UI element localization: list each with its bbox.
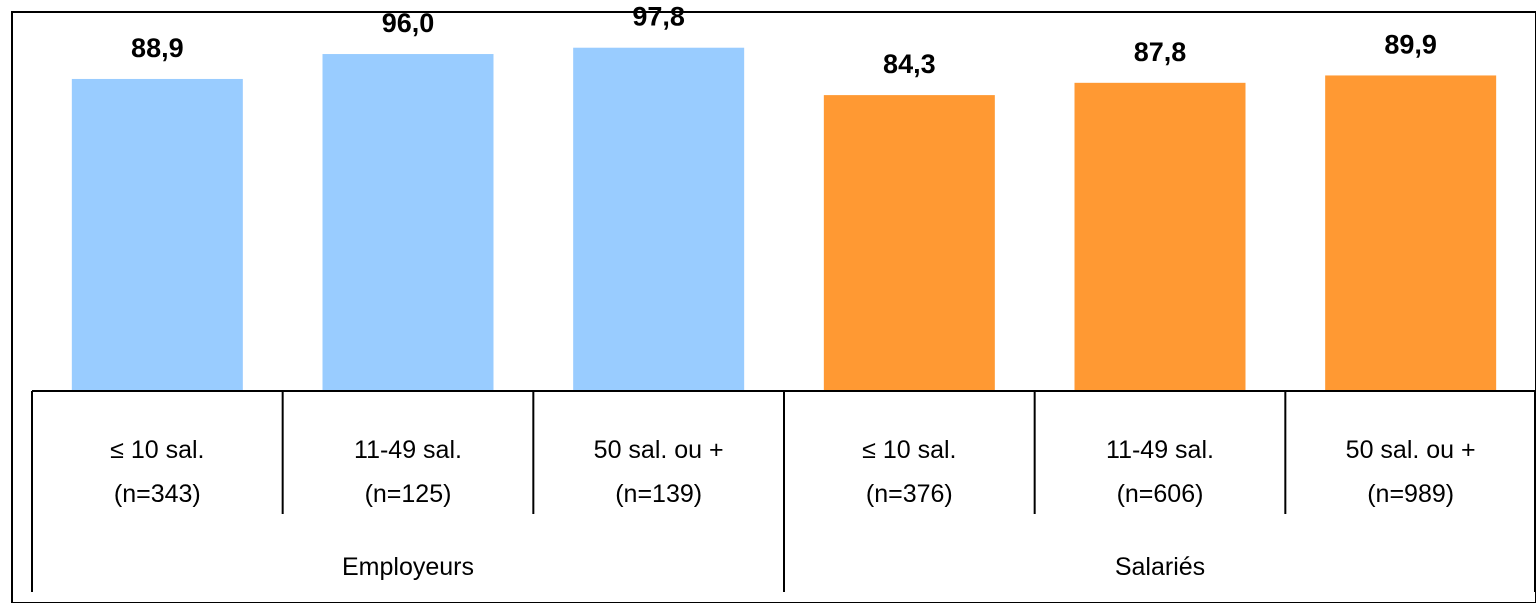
category-label-5: 11-49 sal. xyxy=(1106,436,1214,464)
chart-frame xyxy=(11,11,1536,603)
category-sample-label-3: (n=139) xyxy=(615,480,702,508)
category-sample-label-4: (n=376) xyxy=(866,480,953,508)
value-label-4: 84,3 xyxy=(883,49,936,79)
category-axis: ≤ 10 sal. (n=343) 11-49 sal. (n=125) 50 sal.… xyxy=(31,390,1536,592)
bar-6 xyxy=(1325,75,1497,392)
category-label-2: 11-49 sal. xyxy=(354,436,462,464)
value-label-5: 87,8 xyxy=(1134,37,1187,67)
category-label-4: ≤ 10 sal. xyxy=(862,436,956,464)
value-labels-layer: 88,9 96,0 97,8 84,3 87,8 89,9 xyxy=(131,2,1437,79)
bar-2 xyxy=(322,54,494,391)
bar-4 xyxy=(823,95,995,392)
value-label-3: 97,8 xyxy=(632,2,685,32)
bars-layer xyxy=(71,47,1497,392)
group-label-salaries: Salariés xyxy=(1115,553,1205,581)
value-label-1: 88,9 xyxy=(131,33,184,63)
bar-1 xyxy=(71,78,243,391)
category-sample-label-6: (n=989) xyxy=(1367,480,1454,508)
bar-5 xyxy=(1074,82,1246,392)
category-label-6: 50 sal. ou + xyxy=(1346,436,1476,464)
bar-3 xyxy=(573,47,745,392)
category-sample-label-1: (n=343) xyxy=(114,480,201,508)
category-sample-label-5: (n=606) xyxy=(1117,480,1204,508)
category-sample-label-2: (n=125) xyxy=(365,480,452,508)
category-label-1: ≤ 10 sal. xyxy=(110,436,204,464)
value-label-6: 89,9 xyxy=(1384,29,1437,59)
value-label-2: 96,0 xyxy=(382,8,435,38)
category-label-3: 50 sal. ou + xyxy=(594,436,724,464)
group-label-employeurs: Employeurs xyxy=(342,553,474,581)
